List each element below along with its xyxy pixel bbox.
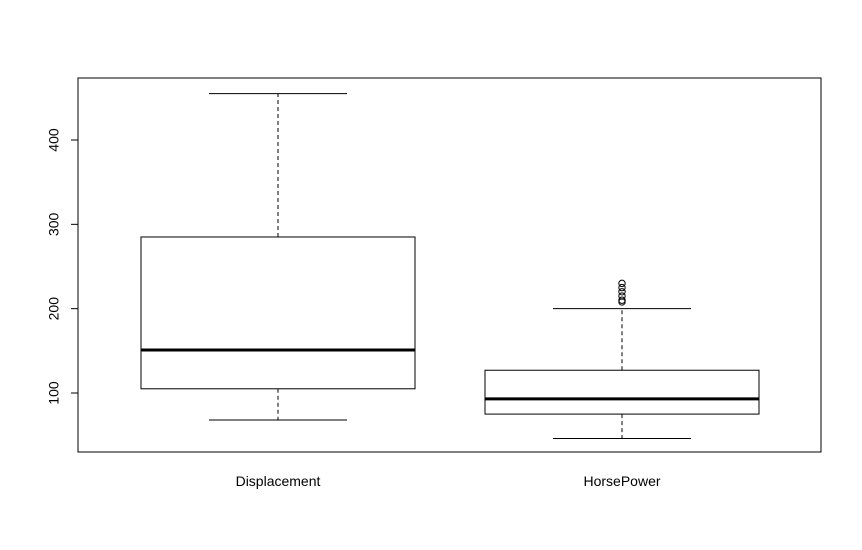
x-axis-labels: Displacement HorsePower [236, 473, 661, 489]
y-tick-label: 100 [46, 381, 62, 405]
x-category-label: Displacement [236, 473, 321, 489]
outlier-point [618, 288, 626, 296]
y-tick-label: 400 [46, 128, 62, 152]
y-tick-label: 200 [46, 297, 62, 321]
y-tick-label: 300 [46, 212, 62, 236]
boxes-layer [140, 93, 760, 440]
iqr-box [140, 236, 416, 390]
y-axis: 100 200 300 400 [46, 128, 79, 405]
outlier-point [618, 292, 626, 300]
box-displacement [140, 93, 416, 421]
x-category-label: HorsePower [583, 473, 660, 489]
outlier-point [618, 296, 626, 304]
iqr-box [484, 369, 760, 415]
box-horsepower [484, 279, 760, 440]
outlier-point [618, 283, 626, 292]
outlier-point [618, 279, 626, 288]
